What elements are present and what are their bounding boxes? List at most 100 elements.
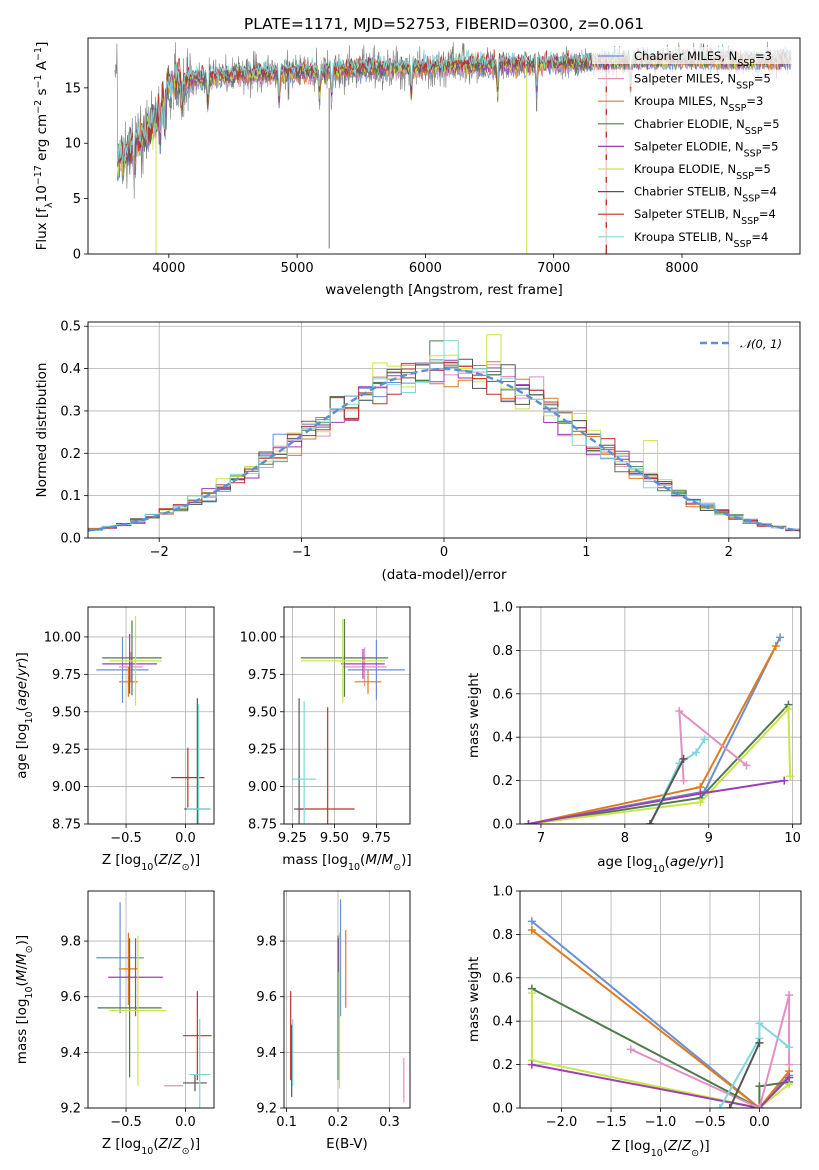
weight-line-kroupa_stelib — [719, 1021, 790, 1108]
legend-label-kroupa_elodie: Kroupa ELODIE, NSSP=5 — [634, 162, 771, 182]
y-tick-label: 9.6 — [60, 990, 81, 1005]
y-tick-label: 0.2 — [492, 1058, 513, 1073]
axes-frame — [519, 606, 802, 825]
plot-area — [96, 615, 211, 824]
legend-label-salpeter_miles: Salpeter MILES, NSSP=5 — [634, 72, 771, 92]
x-tick-label: −0.5 — [694, 1115, 726, 1130]
weight-marker-chabrier_stelib — [755, 1038, 764, 1047]
legend-bg — [592, 47, 802, 64]
weight-marker-salpeter_miles — [785, 1060, 794, 1069]
y-tick-label: 0.8 — [492, 644, 513, 659]
legend-label-normal: 𝒩(0, 1) — [740, 337, 782, 351]
axes-frame — [87, 890, 215, 1109]
y-axis-label: Normed distribution — [34, 363, 50, 498]
x-tick-label: −0.5 — [110, 1115, 142, 1130]
weight-marker-chabrier_elodie — [755, 1082, 764, 1091]
weight-vs-Z-panel: −2.0 −1.5 −1.0 −0.5 0.0 0.0 0.2 0.4 0.6 0.8 1.0 Z [… — [466, 885, 802, 1159]
x-tick-label: 8000 — [665, 261, 698, 276]
weight-marker-kroupa_stelib — [700, 735, 709, 744]
legend-bg — [592, 160, 802, 177]
y-tick-label: 9.50 — [248, 705, 277, 720]
weight-marker-salpeter_elodie — [527, 1060, 536, 1069]
y-tick-label: 0.4 — [492, 1015, 513, 1030]
legend-label-salpeter_elodie: Salpeter ELODIE, NSSP=5 — [634, 139, 778, 159]
x-tick-label: 0.1 — [276, 1115, 297, 1130]
y-tick-label: 9.8 — [256, 935, 277, 950]
y-tick-label: 9.00 — [52, 780, 81, 795]
plot-area — [527, 917, 794, 1108]
weight-marker-salpeter_miles — [679, 776, 688, 785]
axes-frame — [283, 606, 411, 825]
x-tick-label: 9.75 — [362, 831, 391, 846]
x-axis-label: Z [log10(Z/Z⊙)] — [611, 1138, 709, 1159]
x-axis-label: mass [log10(M/M⊙)] — [282, 852, 411, 873]
y-tick-label: 9.2 — [60, 1102, 81, 1117]
weight-marker-kroupa_stelib — [692, 748, 701, 757]
x-tick-label: 5000 — [281, 261, 314, 276]
weight-marker-salpeter_miles — [675, 707, 684, 716]
weight-line-kroupa_elodie — [528, 706, 792, 824]
weight-marker-salpeter_elodie — [524, 820, 533, 824]
weight-marker-salpeter_elodie — [696, 789, 705, 798]
y-tick-label: 9.25 — [248, 743, 277, 758]
y-tick-label: 0.5 — [60, 320, 81, 335]
legend-label-kroupa_miles: Kroupa MILES, NSSP=3 — [634, 94, 763, 114]
y-tick-label: 0.1 — [60, 489, 81, 504]
plot-area — [292, 618, 405, 824]
weight-line-kroupa_elodie — [530, 993, 790, 1108]
y-axis-label: mass weight — [466, 673, 482, 758]
weight-line-salpeter_elodie — [528, 779, 785, 824]
x-tick-label: 0.0 — [175, 831, 196, 846]
y-tick-label: 0.0 — [492, 1102, 513, 1117]
y-tick-label: 0.4 — [60, 362, 81, 377]
legend-bg — [592, 182, 802, 200]
age-vs-Z-panel: −0.5 0.0 8.75 9.00 9.25 9.50 9.75 10.00 Z [log10… — [14, 606, 215, 873]
legend-label-kroupa_stelib: Kroupa STELIB, NSSP=4 — [634, 230, 768, 250]
legend-bg — [592, 227, 802, 245]
x-tick-label: 6000 — [409, 261, 442, 276]
x-tick-label: 0.2 — [328, 1115, 349, 1130]
weight-marker-chabrier_stelib — [646, 820, 655, 824]
mass-vs-EBV-panel: 0.1 0.2 0.3 9.2 9.4 9.6 9.8 E(B-V) — [256, 890, 411, 1152]
legend-bg — [592, 69, 802, 87]
spectrum-panel: 4000 5000 6000 7000 8000 0 5 10 15 Chabrier MILES… — [33, 37, 802, 298]
y-tick-label: 9.00 — [248, 780, 277, 795]
weight-marker-kroupa_elodie — [527, 988, 536, 997]
mass-vs-Z-panel: −0.5 0.0 9.2 9.4 9.6 9.8 Z [log10(Z/Z⊙)] mass [… — [14, 890, 215, 1157]
plot-area — [96, 902, 212, 1108]
x-tick-label: 1 — [582, 545, 590, 560]
weight-line-salpeter_elodie — [531, 1063, 790, 1108]
legend-bg — [592, 205, 802, 223]
legend-label-chabrier_stelib: Chabrier STELIB, NSSP=4 — [634, 185, 777, 205]
weight-marker-kroupa_miles — [771, 642, 780, 651]
plot-area — [88, 334, 800, 532]
y-tick-label: 8.75 — [52, 818, 81, 833]
y-tick-label: 10.00 — [240, 630, 277, 645]
x-tick-label: 8 — [621, 831, 629, 846]
weight-line-chabrier_stelib — [728, 1042, 761, 1108]
y-tick-label: 9.4 — [256, 1046, 277, 1061]
weight-marker-kroupa_stelib — [755, 1019, 764, 1028]
y-axis-label: age [log10(age/yr)] — [14, 652, 35, 778]
weight-marker-salpeter_elodie — [785, 1073, 794, 1082]
y-tick-label: 8.75 — [248, 818, 277, 833]
figure-title: PLATE=1171, MJD=52753, FIBERID=0300, z=0… — [244, 15, 644, 33]
x-tick-label: 2 — [725, 545, 733, 560]
weight-line-salpeter_miles — [630, 994, 791, 1108]
y-tick-label: 0.6 — [492, 971, 513, 986]
weight-marker-chabrier_miles — [527, 917, 536, 926]
x-tick-label: 10 — [784, 831, 801, 846]
y-tick-label: 0.8 — [492, 928, 513, 943]
axes-frame — [87, 37, 801, 255]
model-spectrum-kroupa_miles — [117, 52, 792, 172]
weight-marker-kroupa_elodie — [786, 772, 795, 781]
x-tick-label: 0.0 — [749, 1115, 770, 1130]
x-axis-label: Z [log10(Z/Z⊙)] — [102, 852, 200, 873]
y-tick-label: 0.3 — [60, 404, 81, 419]
x-axis-label: (data-model)/error — [381, 567, 507, 583]
x-tick-label: −2.0 — [546, 1115, 578, 1130]
weight-marker-salpeter_miles — [755, 1104, 764, 1108]
y-tick-label: 0.4 — [492, 731, 513, 746]
weight-marker-salpeter_miles — [742, 761, 751, 770]
